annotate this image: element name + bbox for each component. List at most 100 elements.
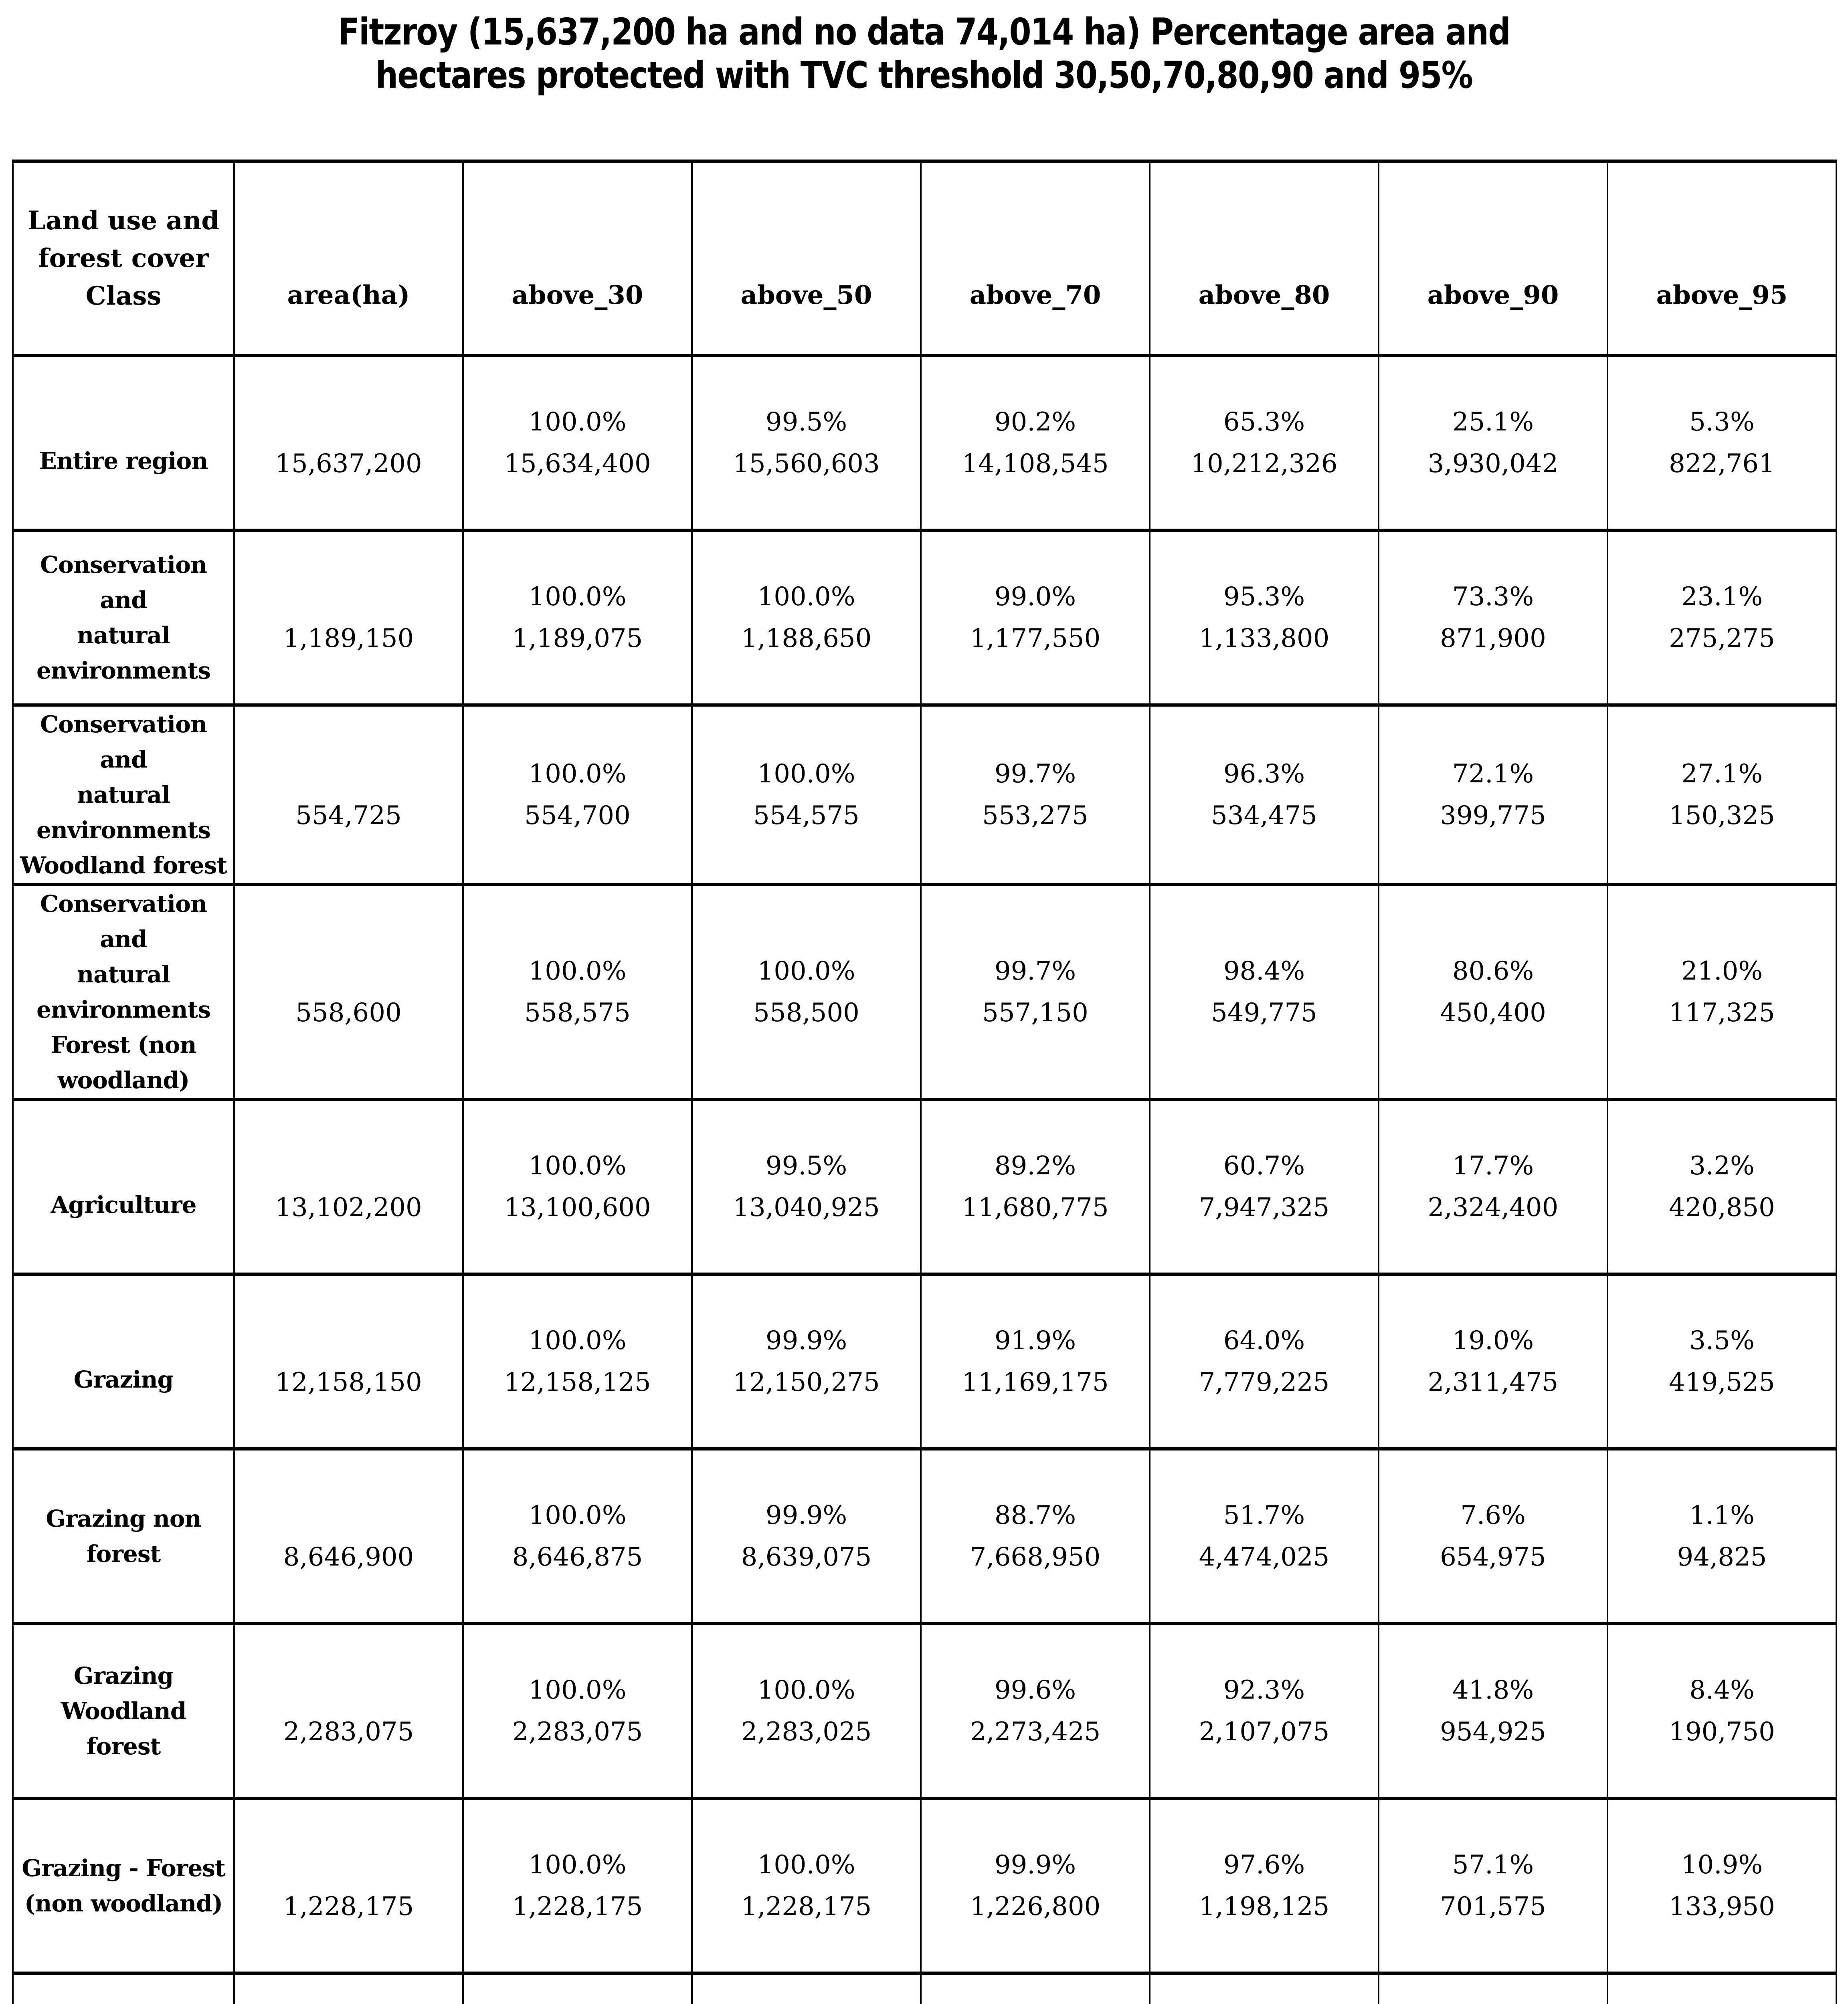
threshold-cell: 100.0% 1,188,650 [691, 530, 921, 705]
hectares-value: 399,775 [1440, 800, 1546, 830]
percent-value: 95.3% [1223, 582, 1305, 612]
percent-value: 7.6% [1460, 1500, 1526, 1530]
hectares-value: 190,750 [1669, 1717, 1775, 1747]
percent-value: 73.3% [1452, 582, 1534, 612]
hectares-value: 12,150,275 [733, 1367, 880, 1397]
percent-value: 100.0% [757, 1850, 855, 1880]
hectares-value: 558,575 [524, 998, 631, 1028]
area-value: 554,725 [233, 705, 463, 885]
hectares-value: 822,761 [1669, 448, 1775, 479]
percent-value: 100.0% [757, 582, 855, 612]
hectares-value: 2,283,075 [512, 1717, 643, 1747]
table-row: Conservation and natural environments Fo… [12, 884, 1836, 1099]
percent-value: 17.7% [1452, 1151, 1534, 1181]
threshold-cell: 23.1% 275,275 [1607, 530, 1836, 705]
hectares-value: 94,825 [1677, 1542, 1767, 1572]
threshold-cell: 100.0% 2,283,075 [462, 1623, 692, 1798]
percent-value: 80.6% [1452, 956, 1534, 986]
hectares-value: 14,108,545 [962, 448, 1109, 479]
threshold-cell: 100.0% 558,575 [462, 884, 692, 1099]
hectares-value: 7,947,325 [1199, 1192, 1330, 1222]
table-row: Conservation and natural environments 1,1… [12, 530, 1836, 705]
percent-value: 99.6% [994, 1675, 1076, 1705]
hectares-value: 871,900 [1440, 623, 1546, 653]
col-header-above-50: above_50 [691, 161, 921, 356]
percent-value: 8.4% [1689, 1675, 1755, 1705]
table-row: Conservation and natural environments Wo… [12, 705, 1836, 885]
threshold-cell: 90.2% 14,108,545 [920, 355, 1150, 530]
hectares-value: 11,680,775 [962, 1192, 1109, 1222]
percent-value: 100.0% [757, 956, 855, 986]
percent-value: 64.0% [1223, 1325, 1305, 1356]
percent-value: 98.4% [1223, 956, 1305, 986]
table-row: Grazing Woodland forest 2,283,075 100.0% 2,… [12, 1623, 1836, 1798]
hectares-value: 534,475 [1211, 800, 1317, 830]
threshold-cell: 99.9% 8,639,075 [691, 1448, 921, 1624]
row-label: Grazing - Forest (non woodland) [12, 1798, 234, 1973]
threshold-cell: 99.5% 15,560,603 [691, 355, 921, 530]
percent-value: 100.0% [528, 1675, 627, 1705]
percent-value: 100.0% [528, 1151, 627, 1181]
area-value: 1,228,175 [233, 1798, 463, 1973]
row-label: Conservation and natural environments [12, 530, 234, 705]
percent-value: 25.1% [1452, 407, 1534, 437]
threshold-cell: 100.0% 554,700 [462, 705, 692, 885]
threshold-cell: 80.6% 450,400 [1378, 884, 1607, 1099]
threshold-cell: 99.7% 557,150 [920, 884, 1150, 1099]
threshold-cell: 88.7% 7,668,950 [920, 1448, 1150, 1624]
percent-value: 65.3% [1223, 407, 1305, 437]
percent-value: 99.7% [994, 759, 1076, 789]
table-row: Agriculture 13,102,200 100.0% 13,100,600 99.… [12, 1099, 1836, 1274]
row-label: Agriculture [12, 1099, 234, 1274]
threshold-cell: 3.5% 419,525 [1607, 1274, 1836, 1449]
percent-value: 19.0% [1452, 1325, 1534, 1356]
hectares-value: 420,850 [1669, 1192, 1775, 1222]
col-header-above-95: above_95 [1607, 161, 1836, 356]
threshold-cell: 10.9% 133,950 [1607, 1798, 1836, 1973]
area-value: 2,283,075 [233, 1623, 463, 1798]
hectares-value: 8,646,875 [512, 1542, 643, 1572]
threshold-cell: 27.1% 150,325 [1607, 705, 1836, 885]
percent-value: 99.5% [765, 407, 847, 437]
percent-value: 27.1% [1681, 759, 1763, 789]
hectares-value: 1,133,800 [1199, 623, 1330, 653]
hectares-value: 553,275 [982, 800, 1088, 830]
percent-value: 100.0% [757, 1675, 855, 1705]
threshold-cell: 21.0% 117,325 [1607, 884, 1836, 1099]
hectares-value: 554,575 [753, 800, 859, 830]
page-title: Fitzroy (15,637,200 ha and no data 74,01… [0, 10, 1848, 97]
hectares-value: 1,228,175 [741, 1891, 872, 1921]
row-label: Grazing [12, 1274, 234, 1449]
row-label: Conservation and natural environments Wo… [12, 705, 234, 885]
percent-value: 99.9% [994, 1850, 1076, 1880]
threshold-cell: 0.1%925 [1607, 1973, 1836, 2004]
col-header-above-80: above_80 [1149, 161, 1379, 356]
col-header-class: Land use and forest cover Class [12, 161, 234, 356]
table-header-row: Land use and forest cover Class area(ha)… [12, 161, 1836, 356]
threshold-cell: 57.1% 701,575 [1378, 1798, 1607, 1973]
hectares-value: 2,273,425 [970, 1717, 1101, 1747]
hectares-value: 557,150 [982, 998, 1088, 1028]
hectares-value: 10,212,326 [1191, 448, 1338, 479]
percent-value: 100.0% [528, 407, 627, 437]
threshold-cell: 100.0% 8,646,875 [462, 1448, 692, 1624]
table-row: Grazing non forest 8,646,900 100.0% 8,646,8… [12, 1448, 1836, 1624]
percent-value: 100.0% [528, 582, 627, 612]
threshold-cell: 64.0% 7,779,225 [1149, 1274, 1379, 1449]
hectares-value: 2,283,025 [741, 1717, 872, 1747]
threshold-cell: 60.7% 7,947,325 [1149, 1099, 1379, 1274]
threshold-cell: 17.7% 2,324,400 [1378, 1099, 1607, 1274]
table-row: Grazing 12,158,150 100.0% 12,158,125 99.9% 12… [12, 1274, 1836, 1449]
percent-value: 89.2% [994, 1151, 1076, 1181]
threshold-cell: 55.5%450,825 [920, 1973, 1150, 2004]
table-row: Grazing - Forest (non woodland) 1,228,175… [12, 1798, 1836, 1973]
threshold-cell: 99.7% 553,275 [920, 705, 1150, 885]
threshold-cell: 91.9% 11,169,175 [920, 1274, 1150, 1449]
hectares-value: 4,474,025 [1199, 1542, 1330, 1572]
hectares-value: 1,177,550 [970, 623, 1101, 653]
threshold-cell: 41.8% 954,925 [1378, 1623, 1607, 1798]
hectares-value: 558,500 [753, 998, 859, 1028]
threshold-cell: 94.3%766,125 [691, 1973, 921, 2004]
percent-value: 100.0% [528, 759, 627, 789]
